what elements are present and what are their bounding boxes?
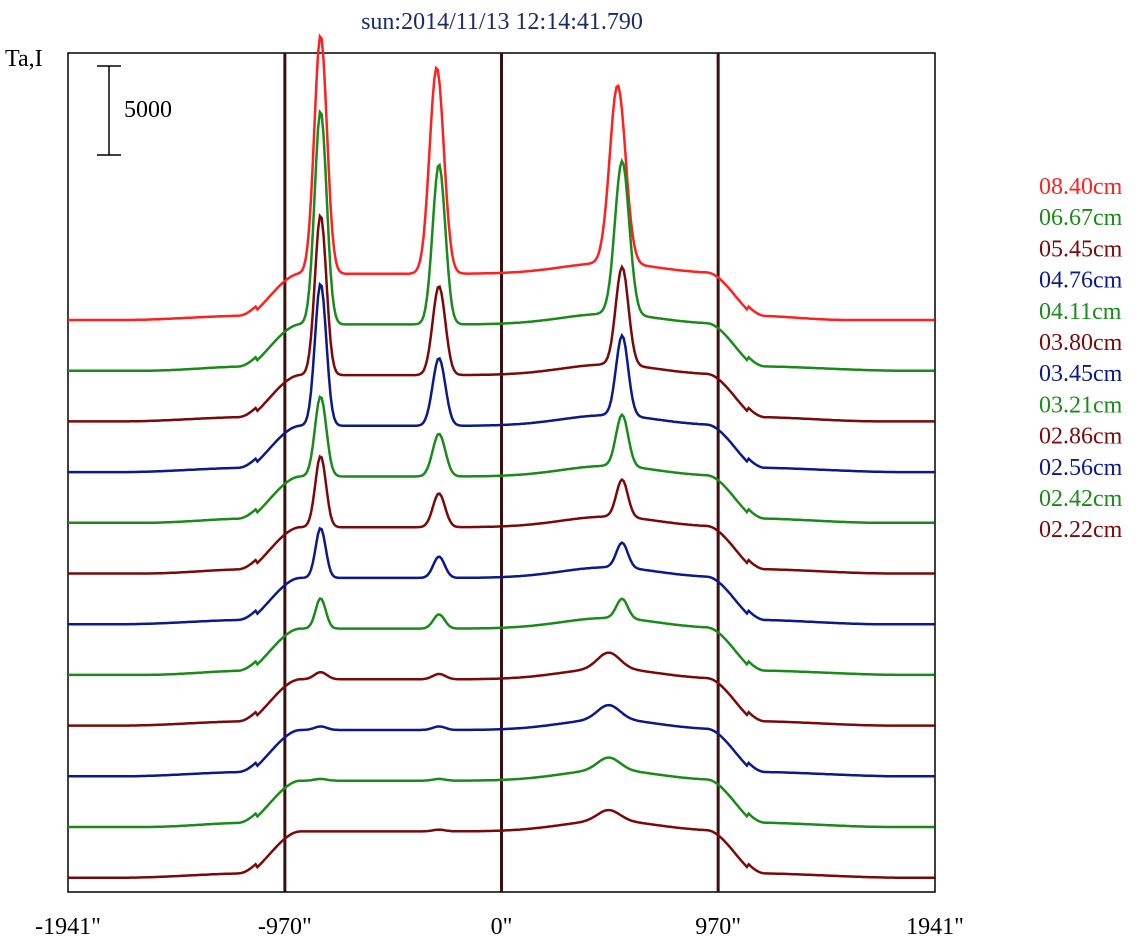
legend-entry: 08.40cm xyxy=(1039,174,1123,200)
legend-entry: 02.22cm xyxy=(1039,517,1123,543)
legend-entry: 04.11cm xyxy=(1039,299,1122,325)
legend-entry: 05.45cm xyxy=(1039,236,1123,262)
legend-entry: 04.76cm xyxy=(1039,268,1123,294)
legend-entry: 02.86cm xyxy=(1039,424,1123,450)
series-line-6 xyxy=(68,526,935,626)
x-tick-label: 0" xyxy=(491,914,513,940)
legend-entry: 02.56cm xyxy=(1039,455,1123,481)
series-line-5 xyxy=(68,454,935,575)
series-line-2 xyxy=(68,213,935,423)
x-tick-label: 1941" xyxy=(906,914,964,940)
series-line-9 xyxy=(68,703,935,778)
series-line-10 xyxy=(68,756,935,829)
scale-bar: 5000 xyxy=(97,65,172,156)
series-line-3 xyxy=(68,281,935,474)
legend-entry: 03.80cm xyxy=(1039,330,1123,356)
scale-bar-label: 5000 xyxy=(124,97,172,123)
series-line-8 xyxy=(68,651,935,727)
x-tick-label: -1941" xyxy=(35,914,101,940)
series-line-7 xyxy=(68,597,935,677)
legend: 08.40cm 06.67cm 05.45cm 04.76cm 04.11cm 03.80… xyxy=(1039,174,1123,543)
series-layer xyxy=(68,33,935,879)
x-tick-label: -970" xyxy=(258,914,312,940)
y-axis-label: Ta,I xyxy=(5,46,43,72)
vertical-reference-lines xyxy=(283,53,720,892)
series-line-11 xyxy=(68,808,935,879)
legend-entry: 02.42cm xyxy=(1039,486,1123,512)
series-line-4 xyxy=(68,395,935,525)
legend-entry: 03.45cm xyxy=(1039,361,1123,387)
x-tick-label: 970" xyxy=(695,914,741,940)
legend-entry: 06.67cm xyxy=(1039,205,1123,231)
chart-title: sun:2014/11/13 12:14:41.790 xyxy=(361,9,643,35)
legend-entry: 03.21cm xyxy=(1039,392,1123,418)
x-tick-labels: -1941" -970" 0" 970" 1941" xyxy=(35,914,964,940)
series-line-0 xyxy=(68,33,935,322)
series-line-1 xyxy=(68,108,935,372)
